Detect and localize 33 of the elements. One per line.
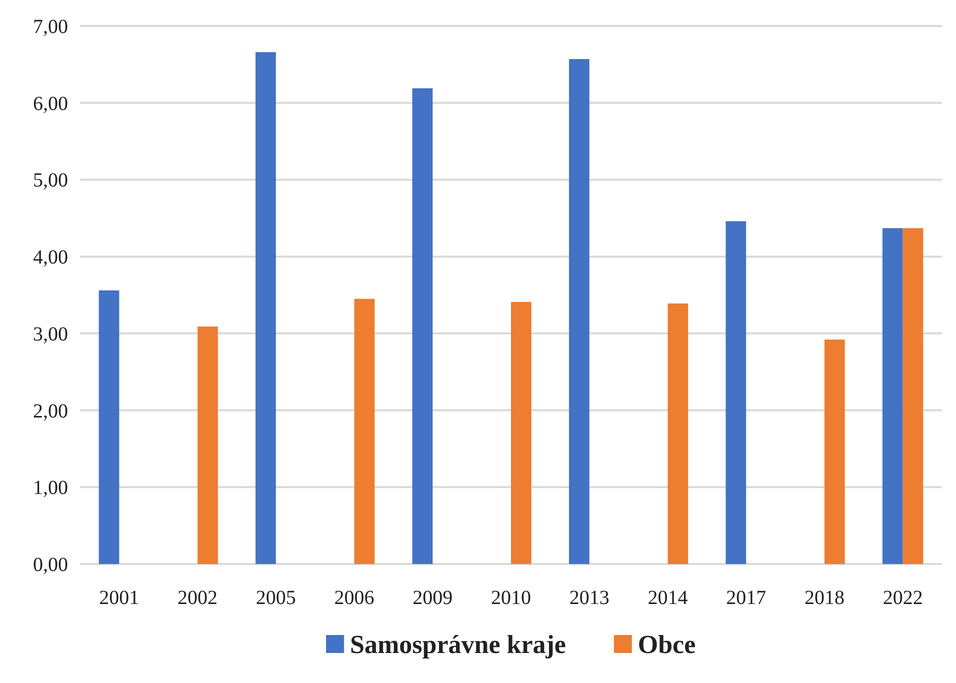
bar <box>354 298 375 564</box>
y-tick-label: 7,00 <box>33 16 68 38</box>
y-tick-label: 3,00 <box>33 323 68 346</box>
bar <box>726 221 746 564</box>
x-tick-label: 2010 <box>491 587 531 609</box>
bar <box>198 326 218 564</box>
x-tick-label: 2013 <box>569 587 610 609</box>
x-tick-label: 2009 <box>412 587 453 609</box>
bar <box>511 302 532 564</box>
bar <box>824 340 845 564</box>
x-tick-label: 2022 <box>882 587 923 609</box>
bar <box>902 228 924 564</box>
x-tick-label: 2018 <box>804 587 844 609</box>
x-tick-label: 2002 <box>178 587 218 609</box>
y-tick-label: 2,00 <box>33 400 68 422</box>
y-tick-label: 5,00 <box>33 170 68 192</box>
x-tick-label: 2001 <box>99 587 140 609</box>
x-tick-label: 2014 <box>648 587 688 609</box>
bar <box>568 59 590 564</box>
y-tick-label: 6,00 <box>33 92 68 115</box>
x-tick-label: 2006 <box>334 587 374 609</box>
y-tick-label: 4,00 <box>33 246 68 269</box>
bar <box>412 88 433 564</box>
bar <box>882 228 903 564</box>
bar <box>98 290 120 564</box>
bar <box>256 52 276 564</box>
legend-label: Samosprávne kraje <box>350 630 566 659</box>
y-tick-label: 1,00 <box>33 477 68 500</box>
bar <box>668 303 688 564</box>
legend-label: Obce <box>638 630 696 659</box>
x-tick-label: 2017 <box>726 587 766 609</box>
y-tick-label: 0,00 <box>33 554 68 576</box>
x-tick-label: 2005 <box>256 587 296 609</box>
